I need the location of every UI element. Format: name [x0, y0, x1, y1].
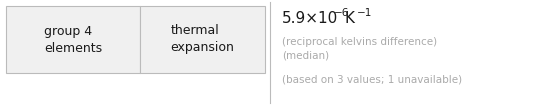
Text: (reciprocal kelvins difference): (reciprocal kelvins difference)	[282, 37, 437, 47]
Text: 5.9×10: 5.9×10	[282, 11, 339, 26]
Bar	[140, 6, 265, 73]
Text: −6: −6	[334, 8, 349, 18]
Text: group 4
elements: group 4 elements	[44, 24, 102, 54]
Bar	[6, 6, 140, 73]
Text: K: K	[344, 11, 354, 26]
Text: −1: −1	[357, 8, 372, 18]
Text: thermal
expansion: thermal expansion	[170, 24, 234, 54]
Text: (based on 3 values; 1 unavailable): (based on 3 values; 1 unavailable)	[282, 75, 462, 85]
Text: (median): (median)	[282, 50, 329, 60]
